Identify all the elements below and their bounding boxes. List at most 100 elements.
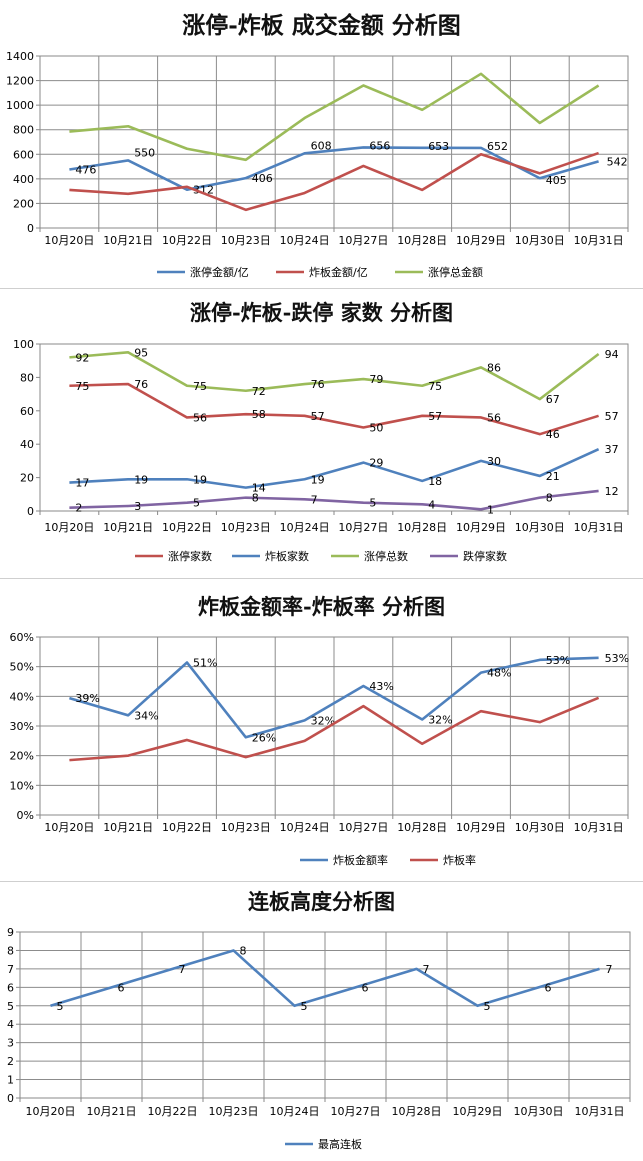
data-label: 57 xyxy=(311,410,325,423)
x-tick-label: 10月21日 xyxy=(103,234,153,247)
data-label: 67 xyxy=(546,393,560,406)
x-tick-label: 10月28日 xyxy=(392,1105,442,1118)
series-line xyxy=(69,656,599,739)
x-tick-label: 10月29日 xyxy=(453,1105,503,1118)
data-label: 30 xyxy=(487,455,501,468)
x-tick-label: 10月22日 xyxy=(162,821,212,834)
chart-panel-rate: 炸板金额率-炸板率 分析图 0% 10% 20% 30% 40% 50% 60% 10月20日… xyxy=(0,579,643,881)
y-tick-label: 0 xyxy=(7,1092,14,1105)
x-tick-label: 10月28日 xyxy=(397,821,447,834)
chart-panel-height: 连板高度分析图 0 1 2 3 4 5 6 7 8 9 10月20日 10月21日 10月22日 10月2… xyxy=(0,882,643,1161)
data-label: 48% xyxy=(487,667,511,680)
y-tick-label: 60 xyxy=(20,405,34,418)
data-label: 653 xyxy=(428,140,449,153)
x-tick-label: 10月30日 xyxy=(514,1105,564,1118)
data-label: 34% xyxy=(134,709,158,722)
divider xyxy=(0,881,643,882)
data-label: 51% xyxy=(193,657,217,670)
data-label: 95 xyxy=(134,346,148,359)
x-tick-label: 10月30日 xyxy=(515,821,565,834)
chart-count: 0 20 40 60 80 100 10月20日 10月21日 10月22日 10月23日 10月2… xyxy=(13,338,629,563)
data-label: 50 xyxy=(369,422,383,435)
y-tick-label: 400 xyxy=(13,173,34,186)
y-tick-label: 1000 xyxy=(6,99,34,112)
chart-rate: 0% 10% 20% 30% 40% 50% 60% 10月20日 10月21日 10月22日 10… xyxy=(10,631,630,867)
x-tick-label: 10月23日 xyxy=(221,821,271,834)
y-tick-label: 200 xyxy=(13,197,34,210)
data-label: 5 xyxy=(193,497,200,510)
y-tick-label: 6 xyxy=(7,981,14,994)
y-tick-label: 600 xyxy=(13,148,34,161)
data-label: 4 xyxy=(428,498,435,511)
data-label: 8 xyxy=(252,492,259,505)
y-tick-label: 60% xyxy=(10,631,34,644)
divider xyxy=(0,578,643,579)
x-tick-label: 10月29日 xyxy=(456,521,506,534)
x-tick-label: 10月24日 xyxy=(280,234,330,247)
y-tick-label: 1400 xyxy=(6,50,34,63)
data-label: 79 xyxy=(369,373,383,386)
legend-label: 跌停家数 xyxy=(463,549,507,563)
x-tick-label: 10月31日 xyxy=(574,521,624,534)
data-label: 72 xyxy=(252,385,266,398)
data-label: 652 xyxy=(487,140,508,153)
data-label: 32% xyxy=(311,714,335,727)
data-label: 7 xyxy=(423,963,430,976)
y-tick-label: 10% xyxy=(10,779,34,792)
x-tick-label: 10月20日 xyxy=(44,521,94,534)
data-label: 76 xyxy=(134,378,148,391)
y-tick-label: 0% xyxy=(17,809,34,822)
y-tick-label: 40% xyxy=(10,690,34,703)
data-label: 53% xyxy=(605,652,629,665)
series-line xyxy=(69,151,600,212)
y-tick-label: 1 xyxy=(7,1074,14,1087)
data-label: 26% xyxy=(252,731,276,744)
data-label: 75 xyxy=(75,380,89,393)
x-tick-label: 10月20日 xyxy=(44,821,94,834)
data-label: 92 xyxy=(75,351,89,364)
data-label: 94 xyxy=(605,348,619,361)
data-label: 5 xyxy=(301,1000,308,1013)
data-label: 608 xyxy=(311,139,332,152)
data-label: 6 xyxy=(118,981,125,994)
y-tick-label: 1200 xyxy=(6,75,34,88)
data-label: 312 xyxy=(193,184,214,197)
data-label: 2 xyxy=(75,502,82,515)
chart-title: 炸板金额率-炸板率 分析图 xyxy=(197,594,446,619)
plot-area xyxy=(39,343,629,512)
chart-title: 涨停-炸板-跌停 家数 分析图 xyxy=(189,300,454,325)
x-tick-label: 10月21日 xyxy=(87,1105,137,1118)
data-label: 57 xyxy=(605,410,619,423)
x-tick-label: 10月29日 xyxy=(456,234,506,247)
data-label: 542 xyxy=(607,155,628,168)
data-label: 476 xyxy=(75,164,96,177)
x-tick-label: 10月21日 xyxy=(103,521,153,534)
data-label: 19 xyxy=(134,473,148,486)
x-tick-label: 10月31日 xyxy=(574,234,624,247)
x-tick-label: 10月28日 xyxy=(397,234,447,247)
data-label: 46 xyxy=(546,428,560,441)
legend-label: 涨停总金额 xyxy=(428,265,483,279)
x-tick-label: 10月22日 xyxy=(162,521,212,534)
data-label: 76 xyxy=(311,378,325,391)
data-label: 406 xyxy=(252,172,273,185)
x-tick-label: 10月27日 xyxy=(338,821,388,834)
data-label: 8 xyxy=(546,492,553,505)
data-label: 58 xyxy=(252,408,266,421)
data-label: 3 xyxy=(134,500,141,513)
chart-title: 涨停-炸板 成交金额 分析图 xyxy=(182,12,461,39)
y-tick-label: 3 xyxy=(7,1037,14,1050)
data-label: 7 xyxy=(311,493,318,506)
data-label: 18 xyxy=(428,475,442,488)
x-tick-label: 10月27日 xyxy=(338,521,388,534)
y-tick-label: 80 xyxy=(20,371,34,384)
legend-label: 炸板金额/亿 xyxy=(309,265,368,279)
y-tick-label: 20 xyxy=(20,472,34,485)
x-tick-label: 10月27日 xyxy=(331,1105,381,1118)
data-label: 6 xyxy=(362,981,369,994)
y-tick-label: 0 xyxy=(27,505,34,518)
legend-label: 涨停家数 xyxy=(168,549,212,563)
x-tick-label: 10月23日 xyxy=(221,521,271,534)
data-label: 53% xyxy=(546,654,570,667)
data-label: 56 xyxy=(487,411,501,424)
